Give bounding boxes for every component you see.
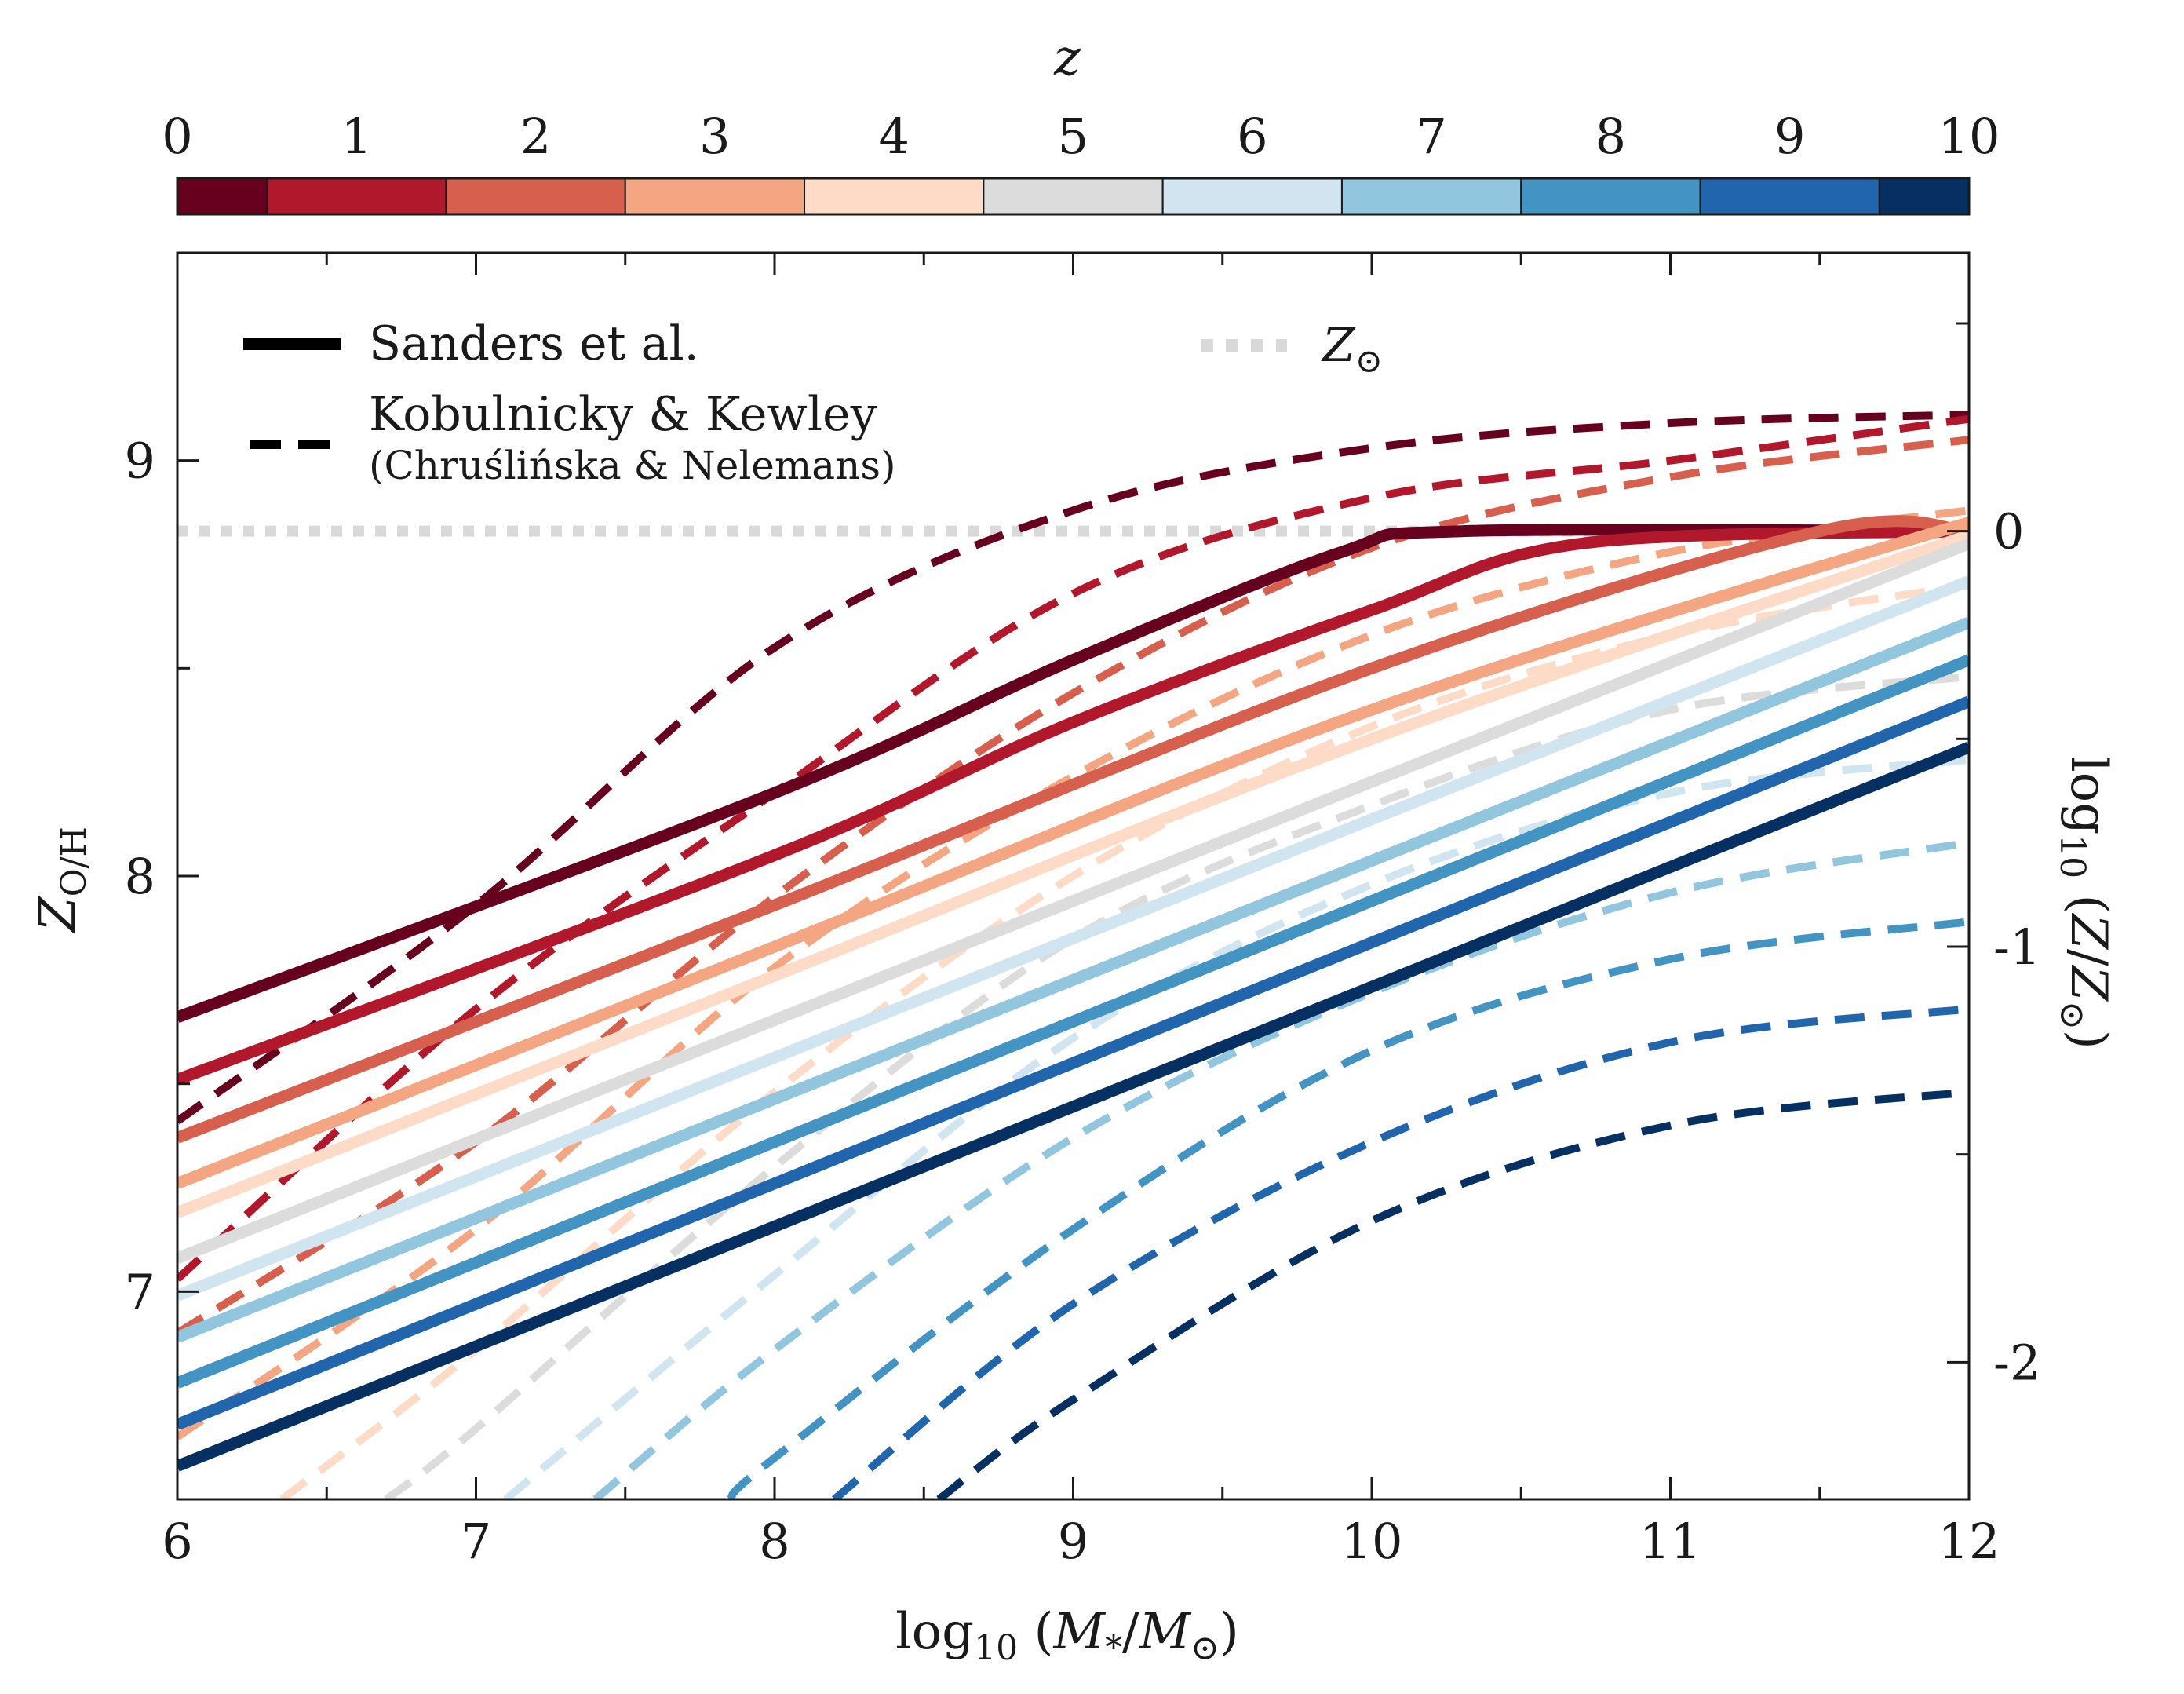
y2-tick-label: -2 <box>1993 1334 2040 1391</box>
kobulnicky-line-z1 <box>177 414 1969 1283</box>
y2-axis-title: log10 (Z/Z⊙) <box>2052 756 2117 1050</box>
legend-sanders-label: Sanders et al. <box>369 316 699 371</box>
kobulnicky-line-z9 <box>831 1005 1969 1499</box>
sanders-line-z9 <box>177 695 1969 1430</box>
kobulnicky-line-z0 <box>177 411 1969 1125</box>
kobulnicky-line-z7 <box>592 838 1969 1499</box>
legend-kobulnicky-label: Kobulnicky & Kewley <box>369 387 877 442</box>
colorbar-segment-z6 <box>1161 177 1343 215</box>
x-tick-label: 6 <box>162 1513 192 1570</box>
y-tick-label: 7 <box>125 1263 155 1320</box>
sanders-line-z5 <box>177 538 1969 1264</box>
colorbar-segment-z10 <box>1878 177 1971 215</box>
sanders-line-z4 <box>177 529 1969 1218</box>
y2-tick-label: 0 <box>1993 503 2024 560</box>
colorbar-tick-label: 3 <box>699 108 730 165</box>
sanders-line-z8 <box>177 654 1969 1389</box>
colorbar-tick-label: 7 <box>1416 108 1446 165</box>
colorbar-segment-z4 <box>804 177 985 215</box>
colorbar-tick-label: 6 <box>1237 108 1267 165</box>
colorbar-segment-z7 <box>1340 177 1522 215</box>
kobulnicky-line-z10 <box>936 1088 1969 1499</box>
colorbar-segment-z9 <box>1699 177 1880 215</box>
x-tick-label: 8 <box>759 1513 789 1570</box>
x-tick-label: 9 <box>1058 1513 1088 1570</box>
sanders-line-z3 <box>177 516 1969 1189</box>
axis-ticks: 6 7 8 9 10 11 12 7 8 9 0 -1 -2 <box>125 253 2040 1570</box>
sanders-line-z10 <box>177 741 1969 1472</box>
colorbar <box>177 177 1971 215</box>
legend: Sanders et al. Kobulnicky & Kewley (Chru… <box>243 316 1383 488</box>
x-tick-label: 12 <box>1938 1513 2000 1570</box>
y-axis-title: ZO/H <box>29 827 94 933</box>
colorbar-frame <box>176 177 1971 216</box>
kobulnicky-series <box>177 411 1969 1499</box>
colorbar-segment-z1 <box>266 177 447 215</box>
colorbar-segment-z3 <box>624 177 806 215</box>
y-tick-label: 9 <box>125 433 155 490</box>
sanders-line-z6 <box>177 575 1969 1302</box>
x-axis-title: log10 (M*/M⊙) <box>895 1603 1239 1668</box>
colorbar-tick-label: 10 <box>1938 108 2000 165</box>
y2-tick-label: -1 <box>1993 918 2040 976</box>
sanders-line-z7 <box>177 617 1969 1343</box>
colorbar-tick-label: 5 <box>1058 108 1088 165</box>
colorbar-tick-label: 1 <box>341 108 372 165</box>
colorbar-tick-label: 8 <box>1595 108 1626 165</box>
colorbar-title: z <box>1053 29 1081 87</box>
y-tick-label: 8 <box>125 848 155 905</box>
colorbar-segment-z8 <box>1520 177 1701 215</box>
kobulnicky-line-z8 <box>727 918 1969 1499</box>
colorbar-tick-label: 4 <box>878 108 909 165</box>
colorbar-tick-labels: 0 1 2 3 4 5 6 7 8 9 10 <box>162 108 2000 165</box>
colorbar-segment-z2 <box>445 177 626 215</box>
colorbar-tick-label: 9 <box>1774 108 1805 165</box>
x-tick-label: 7 <box>461 1513 491 1570</box>
x-tick-label: 11 <box>1639 1513 1701 1570</box>
colorbar-segment-z5 <box>983 177 1164 215</box>
legend-solar-label: Z⊙ <box>1321 318 1383 380</box>
sanders-line-z0 <box>177 524 1969 1024</box>
sanders-series <box>177 515 1969 1472</box>
sanders-line-z1 <box>177 525 1969 1086</box>
x-tick-label: 10 <box>1341 1513 1403 1570</box>
sanders-line-z2 <box>177 515 1969 1144</box>
legend-kobulnicky-sublabel: (Chruślińska & Nelemans) <box>369 443 895 488</box>
colorbar-tick-label: 0 <box>162 108 192 165</box>
colorbar-tick-label: 2 <box>520 108 551 165</box>
colorbar-segment-z0 <box>177 177 268 215</box>
